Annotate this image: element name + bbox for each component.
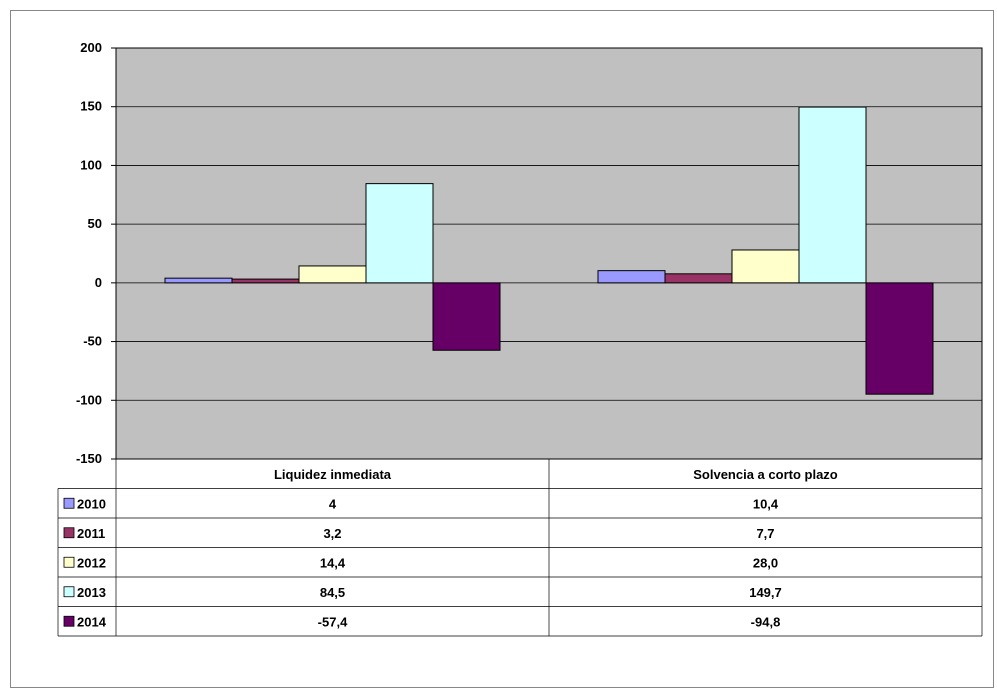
y-tick-label: 50 [88, 216, 102, 231]
bar-2010-liquidez [164, 277, 233, 284]
series-name-2013: 2013 [77, 585, 106, 600]
y-tick-label: 200 [80, 40, 102, 55]
legend-key-2012 [63, 556, 75, 568]
bar-2013-solvencia [798, 106, 867, 284]
data-label: 28,0 [753, 555, 778, 570]
data-label: 84,5 [320, 585, 345, 600]
legend-key-2013 [63, 586, 75, 598]
bar-2012-solvencia [731, 249, 800, 284]
y-tick-label: -100 [76, 392, 102, 407]
data-label: -94,8 [751, 614, 781, 629]
data-label: 14,4 [320, 555, 346, 570]
series-name-2010: 2010 [77, 496, 106, 511]
data-label: 7,7 [756, 526, 774, 541]
series-name-2014: 2014 [77, 614, 107, 629]
bar-2013-liquidez [365, 183, 434, 284]
y-tick-label: -50 [83, 334, 102, 349]
data-label: -57,4 [318, 614, 348, 629]
y-tick-label: 0 [95, 275, 102, 290]
y-tick-label: -150 [76, 451, 102, 466]
category-label: Liquidez inmediata [274, 467, 392, 482]
bar-2014-liquidez [432, 282, 501, 351]
bar-2012-liquidez [298, 265, 367, 284]
y-tick-label: 100 [80, 157, 102, 172]
legend-key-2010 [63, 497, 75, 509]
bar-2014-solvencia [865, 282, 934, 395]
bar-2010-solvencia [597, 270, 666, 284]
y-tick-label: 150 [80, 99, 102, 114]
data-label: 149,7 [749, 585, 782, 600]
legend-key-2011 [63, 527, 75, 539]
bar-2011-liquidez [231, 278, 300, 284]
data-label: 4 [329, 496, 337, 511]
series-name-2012: 2012 [77, 555, 106, 570]
data-label: 3,2 [323, 526, 341, 541]
data-label: 10,4 [753, 496, 779, 511]
bar-2011-solvencia [664, 273, 733, 284]
series-name-2011: 2011 [77, 526, 105, 541]
category-label: Solvencia a corto plazo [693, 467, 838, 482]
legend-key-2014 [63, 615, 75, 627]
